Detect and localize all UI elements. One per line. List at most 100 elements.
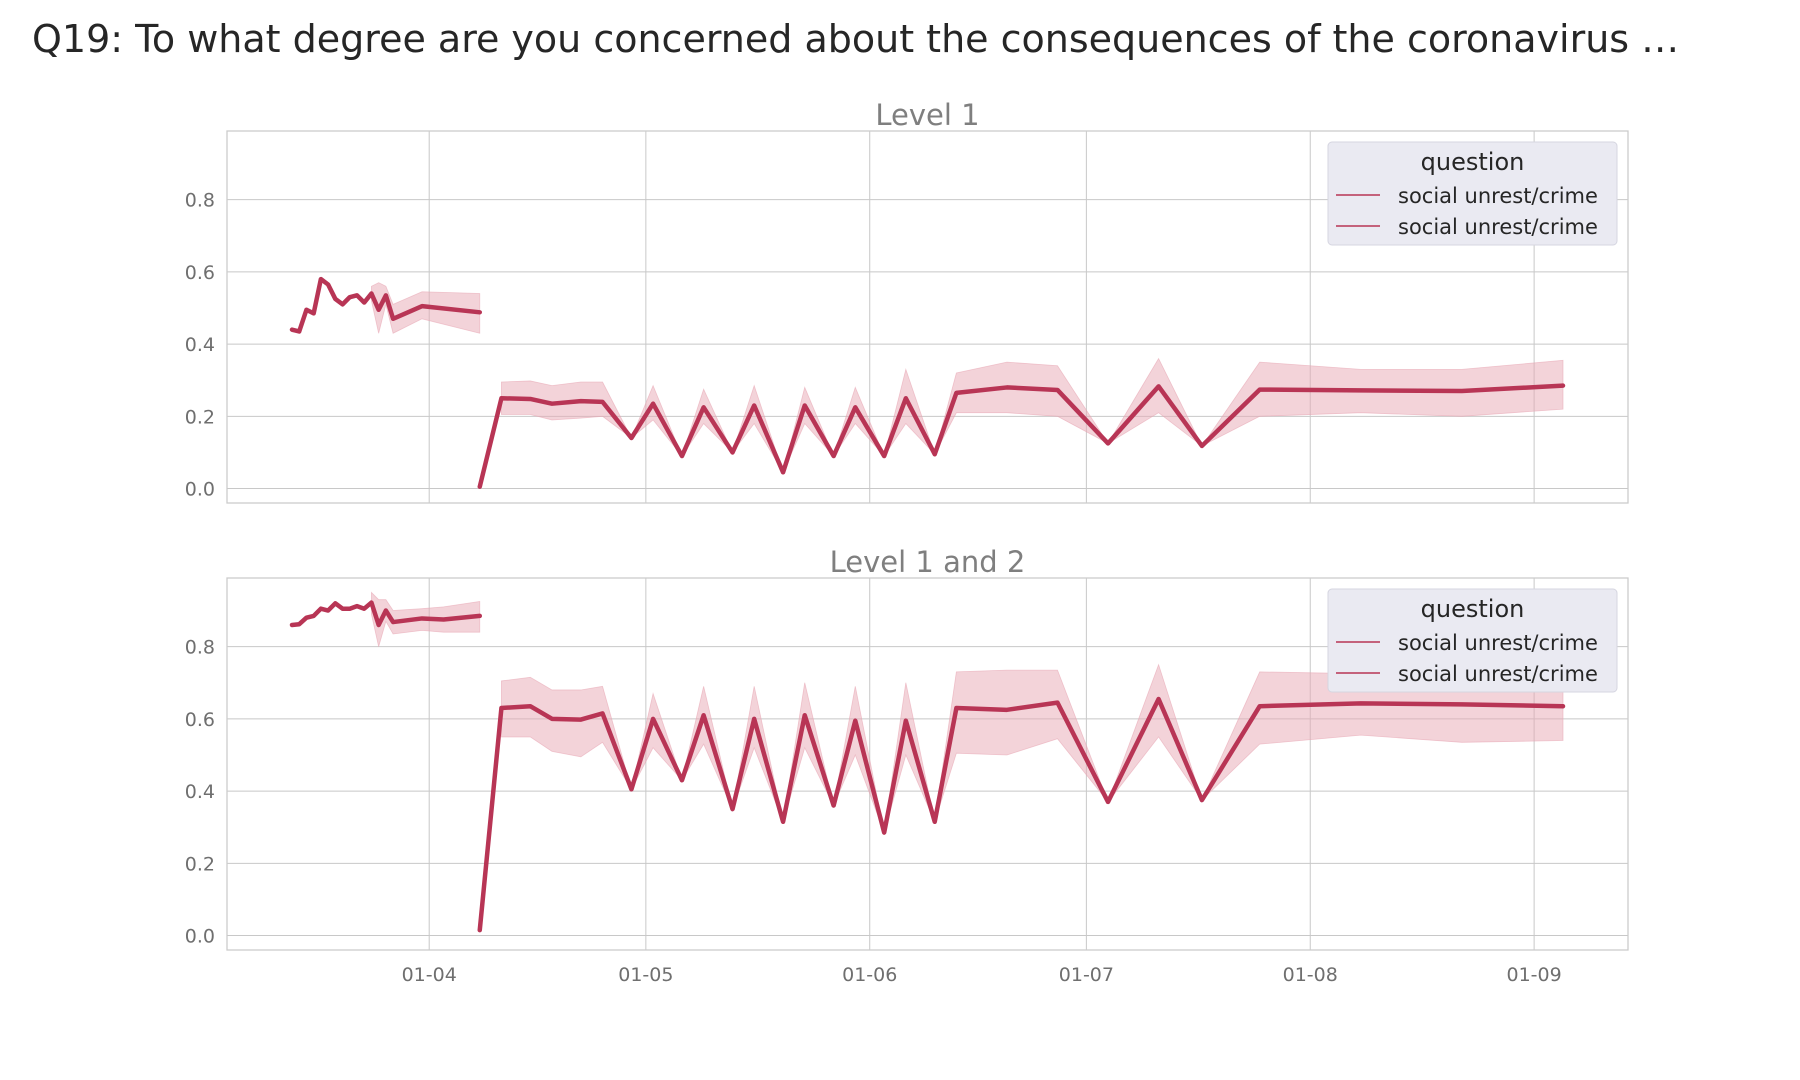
data-point: [550, 717, 554, 721]
legend-box: [1327, 141, 1618, 246]
data-point: [1005, 708, 1009, 712]
data-point: [384, 609, 388, 612]
data-point: [319, 277, 323, 281]
data-point: [500, 706, 503, 710]
data-point: [803, 404, 806, 407]
data-point: [933, 453, 936, 456]
x-tick-label: 01-05: [618, 964, 673, 986]
data-point: [601, 400, 604, 404]
x-tick-label: 01-06: [842, 964, 897, 986]
data-point: [529, 397, 532, 401]
data-point: [579, 399, 583, 403]
data-point: [312, 614, 315, 618]
y-tick-label: 0.4: [185, 781, 215, 803]
data-point: [803, 714, 806, 717]
panel-title: Level 1 and 2: [830, 545, 1026, 579]
data-point: [630, 788, 633, 791]
data-point: [1460, 389, 1464, 393]
data-point: [355, 604, 359, 608]
legend-entry-label: social unrest/crime: [1398, 631, 1598, 655]
data-point: [904, 719, 908, 722]
data-point: [832, 454, 835, 458]
data-point: [478, 311, 481, 314]
chart-panel-2: Level 1 and 2 0.0 0.2 0.4 0.6 0.8 01-04 01-05 01…: [185, 545, 1629, 986]
data-point: [651, 717, 655, 721]
data-point: [529, 705, 532, 708]
figure-title: Q19: To what degree are you concerned ab…: [32, 17, 1679, 61]
data-point: [370, 601, 373, 604]
y-tick-label: 0.4: [185, 334, 215, 356]
data-point: [781, 471, 785, 474]
data-point: [781, 820, 785, 823]
data-point: [1258, 705, 1261, 708]
data-point: [341, 607, 344, 610]
x-tick-label: 01-08: [1283, 964, 1338, 986]
data-point: [384, 294, 388, 297]
data-point: [1157, 385, 1160, 388]
data-point: [1005, 386, 1009, 389]
data-point: [955, 706, 958, 710]
data-point: [1200, 444, 1204, 448]
data-point: [651, 402, 655, 405]
data-point: [334, 602, 337, 605]
data-point: [298, 330, 301, 333]
data-point: [854, 406, 857, 409]
data-point: [363, 301, 366, 304]
data-point: [752, 404, 756, 407]
data-point: [341, 303, 344, 306]
data-point: [370, 292, 373, 295]
data-point: [579, 718, 583, 721]
data-point: [731, 807, 734, 811]
legend-title: question: [1421, 148, 1525, 176]
y-tick-label: 0.2: [185, 406, 215, 428]
data-point: [305, 308, 308, 311]
data-point: [420, 304, 424, 308]
legend-entry-label: social unrest/crime: [1398, 215, 1598, 239]
data-point: [1561, 384, 1565, 387]
data-point: [702, 714, 705, 717]
data-point: [334, 297, 337, 301]
legend-box: [1327, 588, 1618, 693]
confidence-band-series-2: [501, 357, 1564, 474]
data-point: [290, 328, 294, 331]
data-point: [752, 717, 756, 721]
data-point: [500, 397, 503, 400]
plot-frame: [226, 130, 1629, 504]
data-point: [442, 618, 445, 621]
data-point: [319, 607, 323, 610]
data-point: [363, 607, 366, 610]
data-point: [1460, 703, 1464, 706]
legend: question social unrest/crime social unrest…: [1327, 141, 1618, 246]
x-tick-label: 01-09: [1507, 964, 1562, 986]
data-point: [391, 317, 395, 321]
data-point: [326, 283, 330, 286]
y-tick-label: 0.0: [185, 479, 215, 501]
legend-entry-label: social unrest/crime: [1398, 184, 1598, 208]
y-tick-label: 0.0: [185, 926, 215, 948]
data-point: [1258, 388, 1261, 391]
data-point: [630, 436, 633, 440]
data-point: [290, 623, 294, 627]
data-point: [420, 617, 424, 620]
data-point: [955, 391, 958, 395]
data-point: [731, 451, 734, 454]
legend-entry-label: social unrest/crime: [1398, 662, 1598, 686]
data-point: [601, 712, 604, 715]
data-point: [377, 308, 380, 311]
data-point: [1359, 702, 1362, 705]
data-point: [933, 820, 936, 823]
data-point: [1359, 389, 1362, 392]
legend: question social unrest/crime social unrest…: [1327, 588, 1618, 693]
x-tick-label: 01-07: [1059, 964, 1114, 986]
data-point: [1056, 701, 1059, 704]
y-tick-label: 0.6: [185, 709, 215, 731]
data-point: [478, 485, 481, 488]
data-point: [904, 397, 908, 400]
y-tick-label: 0.8: [185, 637, 215, 659]
data-point: [1200, 798, 1204, 802]
y-tick-label: 0.6: [185, 262, 215, 284]
data-point: [882, 454, 886, 458]
data-point: [326, 609, 330, 612]
data-point: [1106, 800, 1110, 804]
